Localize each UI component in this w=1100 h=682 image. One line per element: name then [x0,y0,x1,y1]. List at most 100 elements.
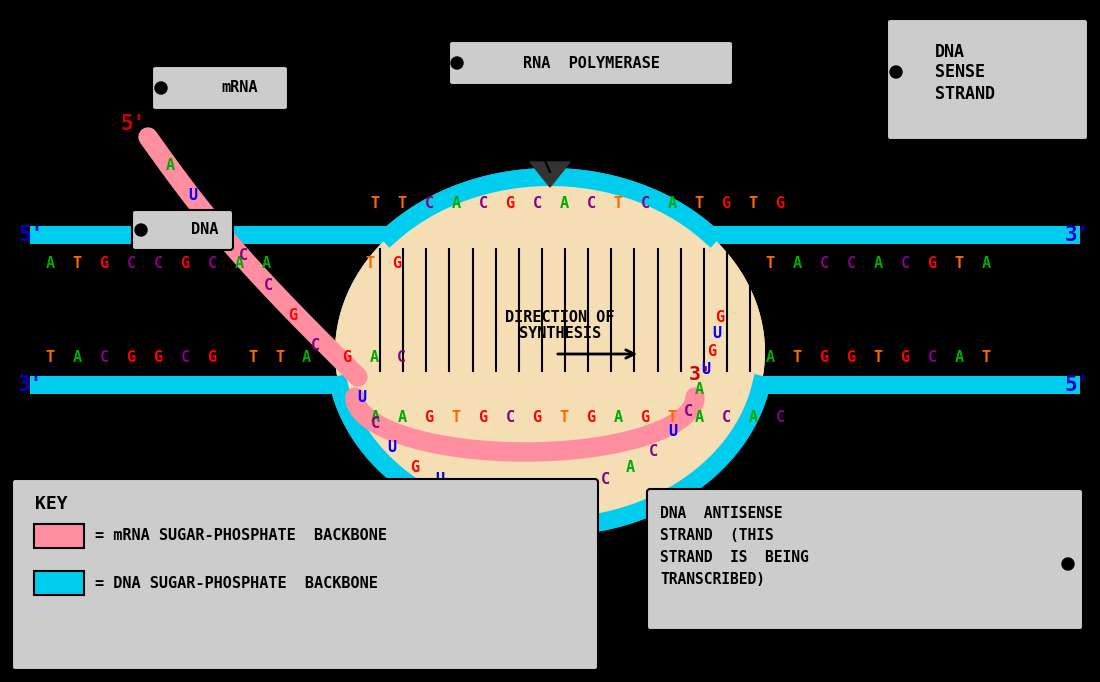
Text: RNA  POLYMERASE: RNA POLYMERASE [522,55,659,70]
Text: G: G [586,409,595,424]
Text: T: T [371,196,380,211]
Text: C: C [683,404,693,419]
Circle shape [135,224,147,236]
Text: A: A [981,256,991,271]
Text: A: A [694,409,704,424]
Text: T: T [248,349,257,364]
Text: C: C [263,278,273,293]
FancyBboxPatch shape [887,19,1088,140]
Text: 3': 3' [18,375,43,395]
Text: A: A [262,256,271,271]
Circle shape [890,66,902,78]
Text: A: A [792,256,802,271]
Text: T: T [792,349,802,364]
Text: T: T [560,409,569,424]
Text: T: T [451,409,461,424]
Text: C: C [491,482,499,497]
Text: G: G [722,196,730,211]
Text: A: A [626,460,635,475]
Text: G: G [505,196,515,211]
Ellipse shape [336,177,764,527]
Text: C: C [927,349,936,364]
Text: DNA: DNA [935,43,965,61]
Text: C: C [126,256,135,271]
Text: A: A [397,409,407,424]
Text: G: G [213,218,222,233]
Text: G: G [393,256,402,271]
Text: G: G [425,409,433,424]
Text: KEY: KEY [35,495,67,513]
Text: C: C [648,445,658,460]
Text: A: A [371,409,380,424]
Text: G: G [776,196,784,211]
Text: C: C [425,196,433,211]
Text: = mRNA SUGAR-PHOSPHATE  BACKBONE: = mRNA SUGAR-PHOSPHATE BACKBONE [95,529,387,544]
Text: T: T [365,256,375,271]
Text: G: G [342,349,352,364]
Text: U: U [462,479,472,494]
Text: A: A [165,158,175,173]
Text: C: C [586,196,595,211]
Text: STRAND: STRAND [935,85,996,103]
Text: A: A [73,349,81,364]
Text: A: A [955,349,964,364]
Text: C: C [396,349,406,364]
Text: T: T [873,349,882,364]
Text: G: G [126,349,135,364]
Text: 3': 3' [689,364,712,383]
Text: C: C [901,256,910,271]
Text: TRANSCRIBED): TRANSCRIBED) [660,572,764,587]
Text: T: T [668,409,676,424]
Text: U: U [188,188,198,203]
Text: G: G [153,349,163,364]
Text: T: T [45,349,55,364]
Text: C: C [722,409,730,424]
Text: C: C [239,248,248,263]
FancyBboxPatch shape [34,571,84,595]
Text: C: C [310,338,320,353]
FancyBboxPatch shape [132,210,233,250]
Text: T: T [275,349,284,364]
Text: G: G [410,460,419,475]
Text: G: G [208,349,217,364]
Text: A: A [518,484,528,499]
Text: STRAND  IS  BEING: STRAND IS BEING [660,550,808,565]
Text: DNA  ANTISENSE: DNA ANTISENSE [660,507,782,522]
Text: C: C [505,409,515,424]
Ellipse shape [336,177,764,527]
Circle shape [451,57,463,69]
Text: U: U [436,473,444,488]
Text: C: C [846,256,856,271]
Text: A: A [560,196,569,211]
Text: A: A [873,256,882,271]
Text: C: C [532,196,541,211]
Text: A: A [234,256,243,271]
Text: G: G [99,256,109,271]
Circle shape [1062,558,1074,570]
Text: G: G [288,308,298,323]
Text: SYNTHESIS: SYNTHESIS [519,327,601,342]
Text: G: G [846,349,856,364]
Text: T: T [73,256,81,271]
Text: C: C [371,417,380,432]
Text: DIRECTION OF: DIRECTION OF [505,310,615,325]
Text: C: C [478,196,487,211]
Text: STRAND  (THIS: STRAND (THIS [660,527,773,542]
Text: T: T [766,256,774,271]
Circle shape [155,82,167,94]
Text: A: A [370,349,378,364]
FancyBboxPatch shape [449,41,733,85]
FancyBboxPatch shape [152,66,288,110]
Text: C: C [208,256,217,271]
Text: U: U [358,389,366,404]
Text: T: T [614,196,623,211]
Text: SENSE: SENSE [935,63,984,81]
FancyBboxPatch shape [647,489,1084,630]
Text: G: G [715,310,725,325]
Text: G: G [820,349,828,364]
Text: U: U [669,424,678,439]
Text: mRNA: mRNA [222,80,258,95]
Text: T: T [694,196,704,211]
Text: A: A [451,196,461,211]
Text: C: C [180,349,189,364]
